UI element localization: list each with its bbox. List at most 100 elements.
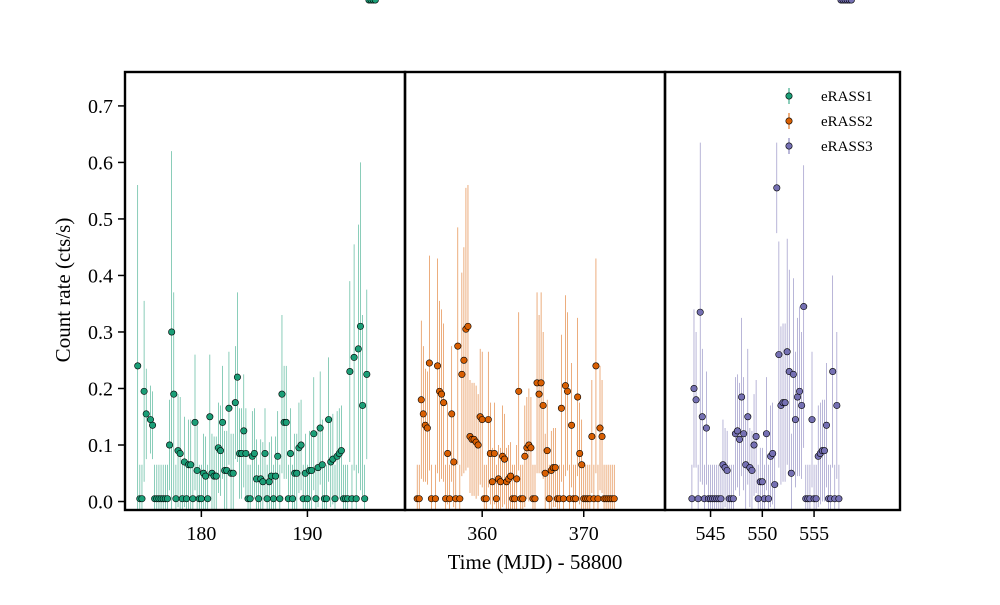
data-point <box>415 495 423 503</box>
data-point <box>492 495 500 503</box>
data-point <box>798 401 806 409</box>
data-point <box>758 478 766 486</box>
data-point <box>202 472 210 480</box>
data-point <box>484 416 492 424</box>
data-point <box>537 379 545 387</box>
data-point <box>310 430 318 438</box>
points-erass3 <box>688 0 855 503</box>
x-axis-label: Time (MJD) - 58800 <box>448 550 623 574</box>
y-tick-label: 0.7 <box>88 96 113 118</box>
data-point <box>787 469 795 477</box>
data-point <box>308 466 316 474</box>
data-point <box>316 424 324 432</box>
points-erass1 <box>134 0 379 503</box>
axes-frame-erass3 <box>663 70 902 512</box>
data-point <box>750 441 758 449</box>
data-point <box>259 478 267 486</box>
data-point <box>521 452 529 460</box>
data-point <box>282 418 290 426</box>
data-point <box>482 495 490 503</box>
data-point <box>163 495 171 503</box>
data-point <box>274 452 282 460</box>
data-point <box>694 495 702 503</box>
legend-marker-erass1 <box>785 92 793 100</box>
data-point <box>478 416 486 424</box>
data-point <box>337 447 345 455</box>
data-point <box>431 495 439 503</box>
y-tick-label: 0.6 <box>88 152 113 174</box>
data-point <box>276 495 284 503</box>
x-tick-label: 180 <box>186 523 216 545</box>
data-point <box>419 410 427 418</box>
data-point <box>242 449 250 457</box>
data-point <box>297 441 305 449</box>
data-point <box>191 418 199 426</box>
data-point <box>318 461 326 469</box>
data-point <box>352 495 360 503</box>
data-point <box>216 447 224 455</box>
data-point <box>456 495 464 503</box>
points-erass2 <box>413 322 618 503</box>
x-tick-label: 545 <box>696 523 726 545</box>
data-point <box>134 362 142 370</box>
data-point <box>515 387 523 395</box>
data-point <box>808 416 816 424</box>
data-point <box>736 435 744 443</box>
data-point <box>446 495 454 503</box>
data-point <box>539 401 547 409</box>
data-point <box>519 495 527 503</box>
data-point <box>574 393 582 401</box>
data-point <box>444 449 452 457</box>
data-point <box>729 495 737 503</box>
data-point <box>331 495 339 503</box>
data-point <box>696 308 704 316</box>
data-point <box>488 478 496 486</box>
data-point <box>233 373 241 381</box>
y-axis-label: Count rate (cts/s) <box>51 218 75 363</box>
data-point <box>847 0 855 4</box>
panel-erass1: 180 190 0.0 0.1 0.2 0.3 0.4 0.5 0.6 0.7 <box>88 0 407 545</box>
data-point <box>738 393 746 401</box>
data-point <box>172 495 180 503</box>
data-point <box>563 387 571 395</box>
data-point <box>535 390 543 398</box>
data-point <box>511 495 519 503</box>
data-point <box>149 421 157 429</box>
data-point <box>762 430 770 438</box>
legend: eRASS1 eRASS2 eRASS3 <box>785 88 873 155</box>
data-point <box>289 495 297 503</box>
data-point <box>578 461 586 469</box>
data-point <box>527 444 535 452</box>
data-point <box>513 475 521 483</box>
data-point <box>692 396 700 404</box>
data-point <box>423 424 431 432</box>
data-point <box>733 427 741 435</box>
x-tick-label: 360 <box>467 523 497 545</box>
data-point <box>433 362 441 370</box>
data-point <box>371 0 379 4</box>
x-tick-label: 550 <box>747 523 777 545</box>
y-tick-label: 0.3 <box>88 322 113 344</box>
data-point <box>752 433 760 441</box>
data-point <box>417 396 425 404</box>
data-point <box>543 447 551 455</box>
data-point <box>775 351 783 359</box>
data-point <box>197 495 205 503</box>
y-tick-label: 0.4 <box>88 265 113 287</box>
data-point <box>450 458 458 466</box>
errorbars-erass1 <box>137 151 368 510</box>
data-point <box>833 401 841 409</box>
data-point <box>460 356 468 364</box>
data-point <box>754 495 762 503</box>
data-point <box>474 441 482 449</box>
data-point <box>170 390 178 398</box>
data-point <box>789 370 797 378</box>
data-point <box>189 495 197 503</box>
data-point <box>261 449 269 457</box>
data-point <box>193 466 201 474</box>
x-tick-label: 190 <box>292 523 322 545</box>
data-point <box>723 466 731 474</box>
legend-marker-erass3 <box>785 142 793 150</box>
data-point <box>346 368 354 376</box>
data-point <box>204 495 212 503</box>
